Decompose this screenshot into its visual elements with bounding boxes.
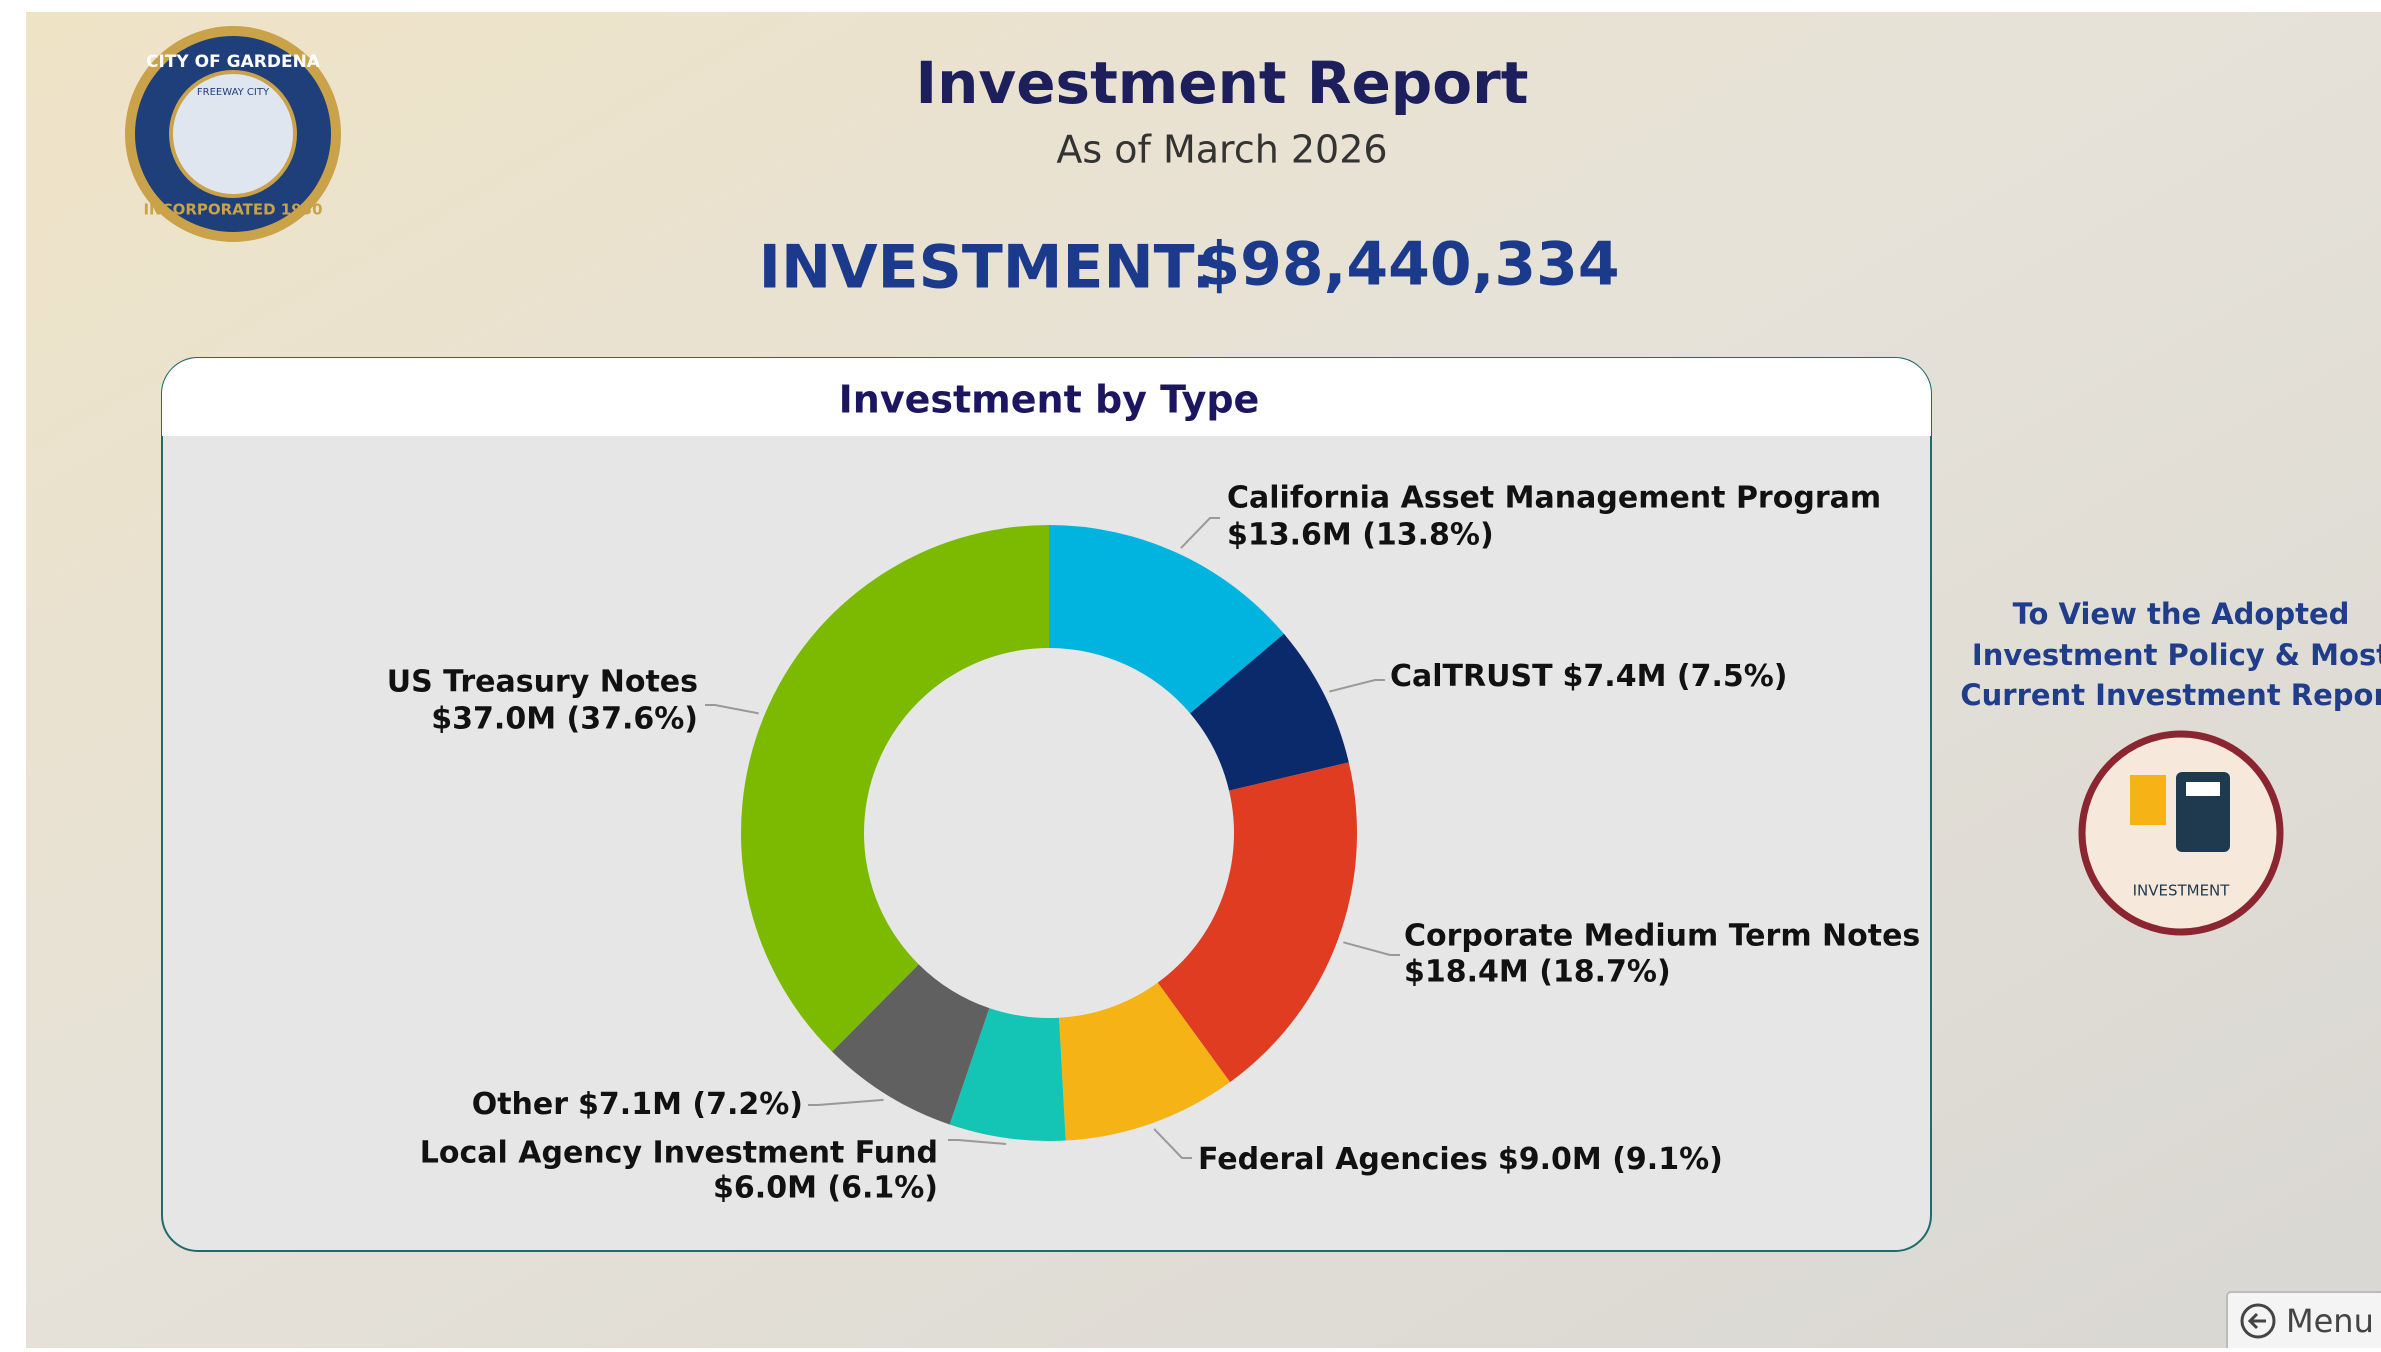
- page-subtitle: As of March 2026: [1056, 128, 1387, 172]
- page-title: Investment Report: [916, 49, 1529, 117]
- slice-name: California Asset Management Program: [1227, 481, 1881, 516]
- side-text: Investment Policy & Most: [1972, 638, 2381, 672]
- icon-label: INVESTMENT: [2133, 882, 2231, 900]
- logo-top: CITY OF GARDENA: [146, 52, 321, 72]
- side-text: To View the Adopted: [2013, 597, 2350, 631]
- slice-value: $7.1M (7.2%): [578, 1087, 803, 1122]
- slice-value: $7.4M (7.5%): [1563, 659, 1788, 694]
- icon-shape: [2186, 782, 2220, 796]
- slice-name: Local Agency Investment Fund: [420, 1136, 938, 1171]
- slice-value: $9.0M (9.1%): [1498, 1142, 1723, 1177]
- total-value: $98,440,334: [1198, 230, 1619, 300]
- logo: CITY OF GARDENA FREEWAY CITY INCORPORATE…: [125, 26, 341, 242]
- logo-middle: FREEWAY CITY: [197, 87, 270, 98]
- menu-button[interactable]: Menu: [2227, 1292, 2381, 1348]
- slice-label: Other $7.1M (7.2%): [472, 1087, 803, 1122]
- slice-name: US Treasury Notes: [387, 665, 698, 700]
- slice-name: Federal Agencies: [1198, 1142, 1488, 1177]
- total-label: INVESTMENT:: [759, 233, 1216, 303]
- chart-title: Investment by Type: [839, 378, 1260, 422]
- slice-value: $18.4M (18.7%): [1404, 955, 1671, 990]
- slice-name: Corporate Medium Term Notes: [1404, 919, 1920, 954]
- icon-shape: [2130, 775, 2166, 825]
- slice-name: Other: [472, 1087, 569, 1122]
- slice-label: CalTRUST $7.4M (7.5%): [1390, 659, 1788, 694]
- slice-value: $37.0M (37.6%): [431, 702, 698, 737]
- screen: CITY OF GARDENA FREEWAY CITY INCORPORATE…: [0, 0, 2381, 1348]
- slice-label: Federal Agencies $9.0M (9.1%): [1198, 1142, 1723, 1177]
- page: CITY OF GARDENA FREEWAY CITY INCORPORATE…: [0, 0, 2381, 1348]
- slice-value: $6.0M (6.1%): [713, 1171, 938, 1206]
- side-text: Current Investment Report: [1960, 678, 2381, 712]
- slice-value: $13.6M (13.8%): [1227, 518, 1494, 553]
- slice-name: CalTRUST: [1390, 659, 1553, 694]
- logo-bottom: INCORPORATED 1930: [143, 201, 322, 219]
- menu-label: Menu: [2286, 1302, 2374, 1340]
